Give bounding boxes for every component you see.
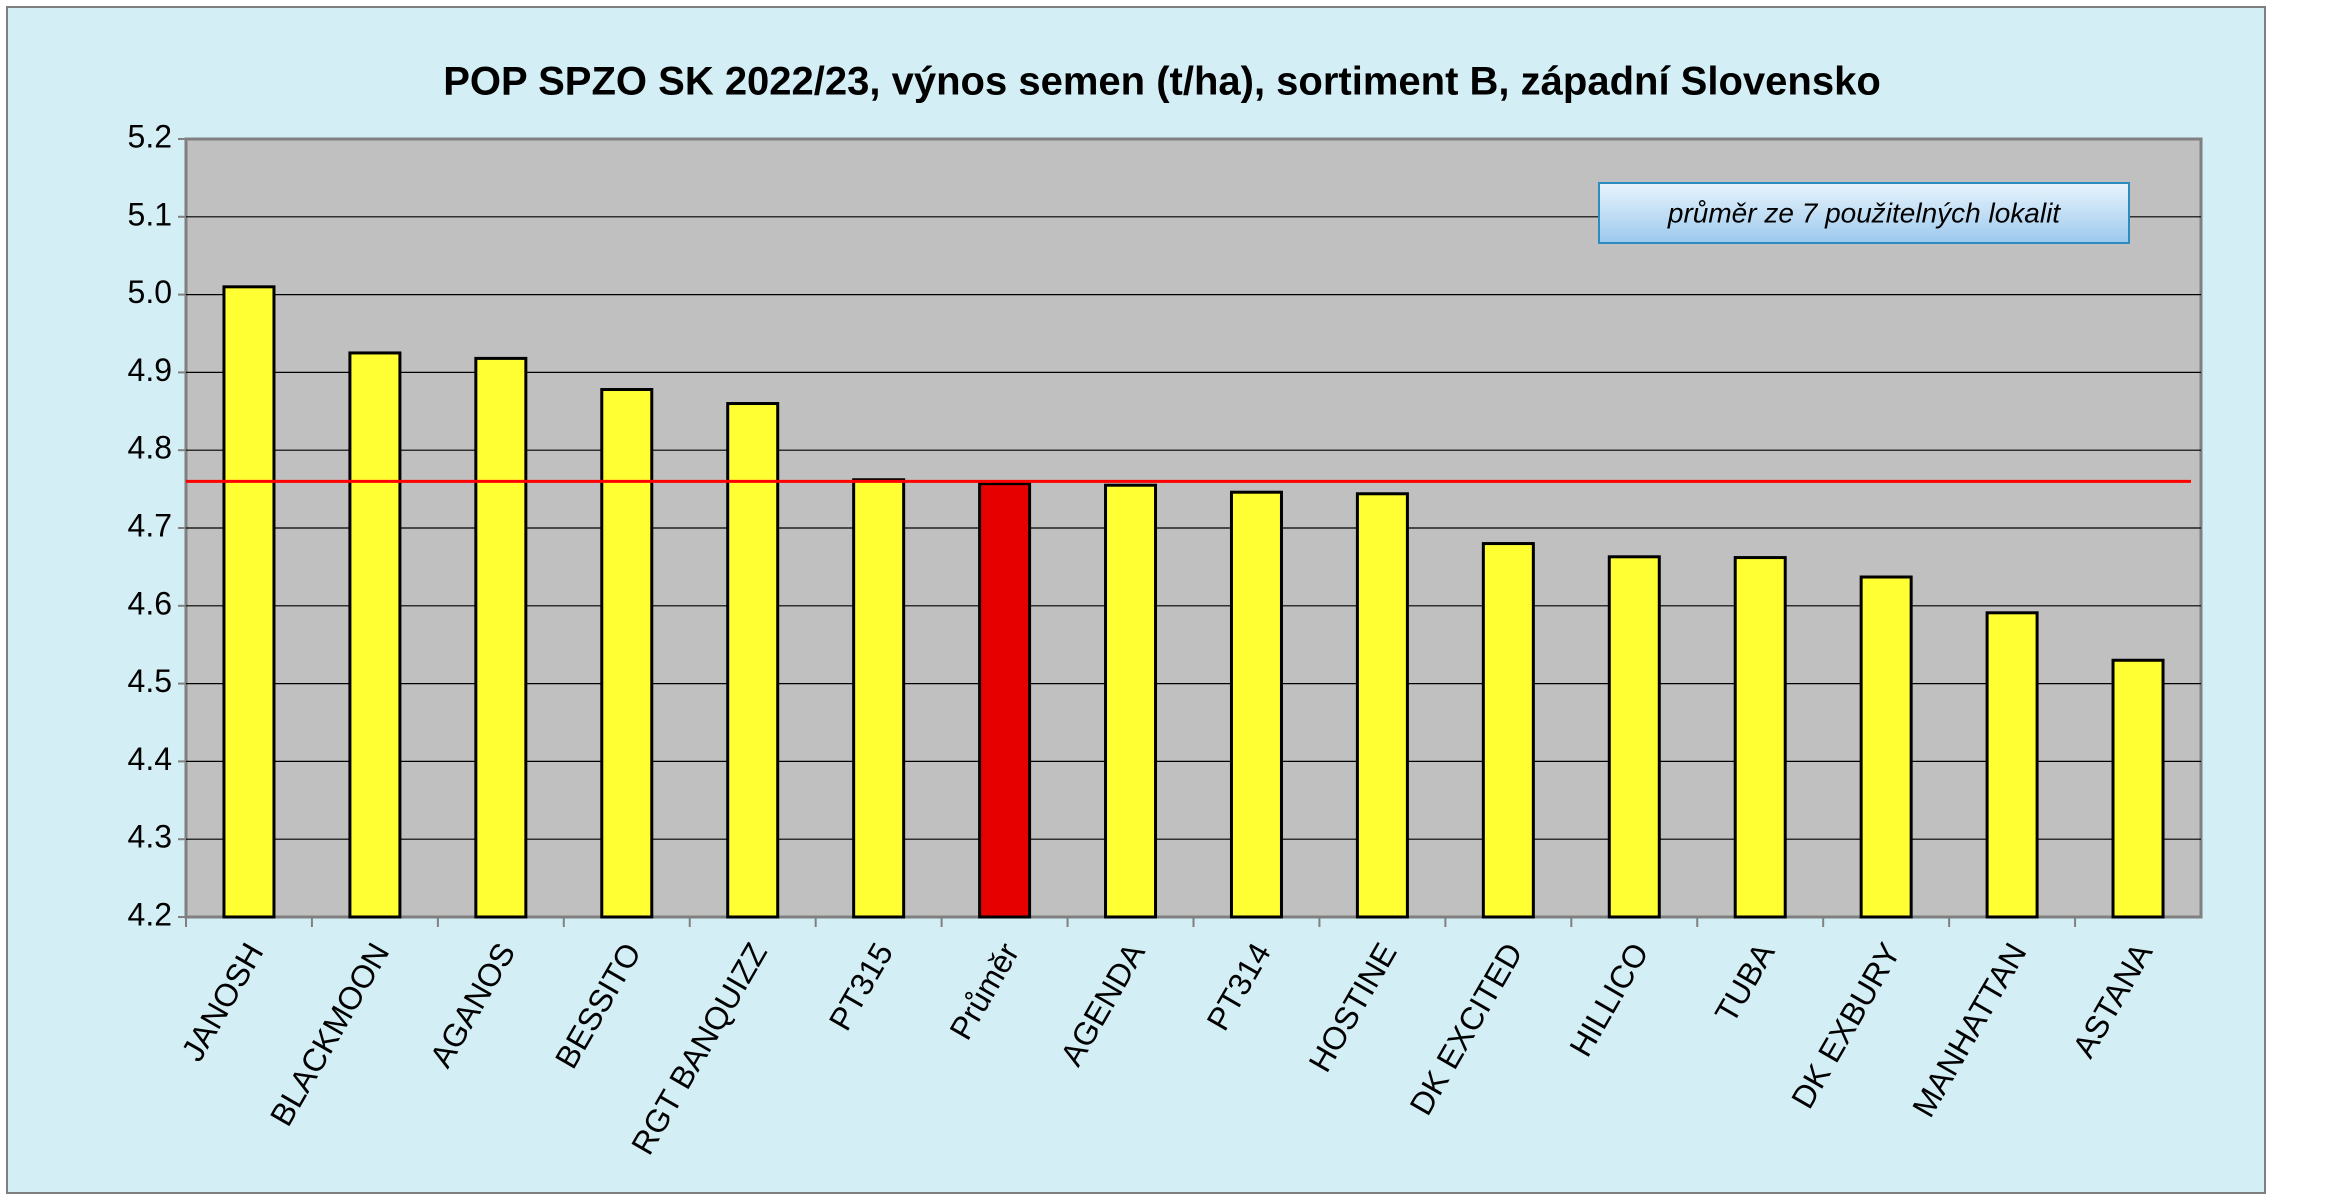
bar [1104, 483, 1158, 919]
bar [1733, 556, 1787, 919]
y-tick-label: 5.0 [128, 274, 172, 310]
bar [348, 351, 402, 919]
bar [1481, 542, 1535, 919]
y-tick-label: 4.6 [128, 585, 172, 621]
annotation: průměr ze 7 použitelných lokalit [1667, 197, 2061, 228]
y-tick-label: 4.8 [128, 430, 172, 466]
bar [1229, 490, 1283, 919]
y-tick-label: 4.4 [128, 741, 172, 777]
y-tick-label: 5.2 [128, 118, 172, 154]
bar [1985, 611, 2039, 919]
y-tick-label: 4.7 [128, 507, 172, 543]
bar [222, 285, 276, 919]
y-tick-label: 4.9 [128, 352, 172, 388]
annotation-box [1598, 182, 2130, 244]
bar [474, 356, 528, 919]
bar [1607, 555, 1661, 919]
bar [726, 402, 780, 919]
bar [978, 482, 1032, 919]
y-tick-label: 5.1 [128, 196, 172, 232]
bar [1355, 492, 1409, 919]
bar [1859, 575, 1913, 919]
chart-title: POP SPZO SK 2022/23, výnos semen (t/ha),… [443, 60, 1881, 104]
y-tick-label: 4.3 [128, 819, 172, 855]
bar [600, 388, 654, 919]
bar [2111, 658, 2165, 919]
bar [852, 478, 906, 919]
y-tick-label: 4.5 [128, 663, 172, 699]
y-tick-label: 4.2 [128, 896, 172, 932]
